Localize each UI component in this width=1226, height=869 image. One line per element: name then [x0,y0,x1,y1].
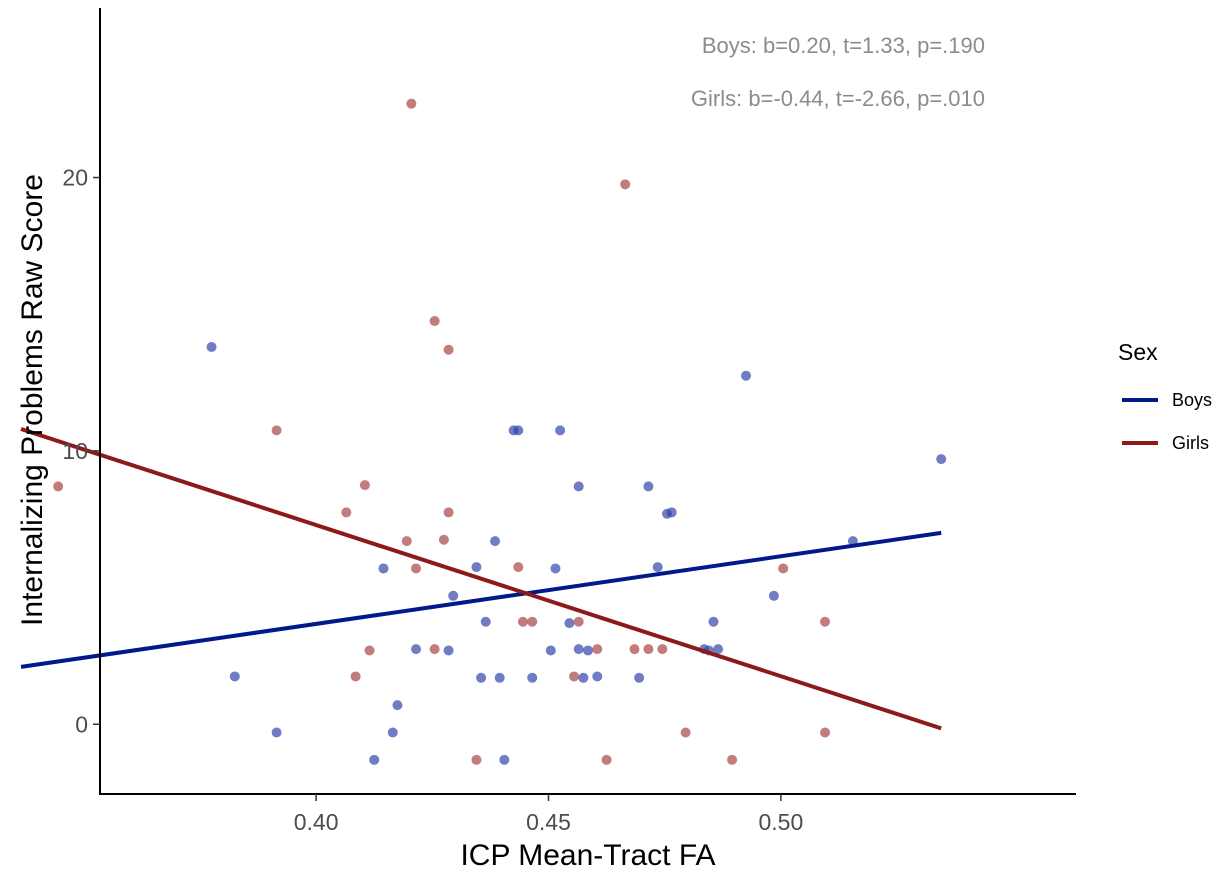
point-girls-29 [820,727,831,738]
point-boys-30 [652,562,663,573]
point-girls-24 [643,644,654,655]
point-girls-13 [443,507,454,518]
point-boys-37 [741,370,752,381]
annotation-girls: Girls: b=-0.44, t=-2.66, p=.010 [691,86,985,111]
point-boys-11 [476,672,487,683]
point-girls-28 [778,563,789,574]
point-girls-27 [727,754,738,765]
y-tick-label-0: 0 [75,711,88,737]
x-tick-label-2: 0.50 [758,809,803,835]
y-tick-label-1: 10 [62,438,88,464]
point-boys-21 [555,425,566,436]
point-boys-12 [480,616,491,627]
point-boys-29 [643,481,654,492]
point-boys-18 [527,672,538,683]
point-girls-14 [471,754,482,765]
point-boys-36 [713,644,724,655]
point-girls-30 [820,616,831,627]
point-boys-19 [545,645,556,656]
point-boys-32 [666,507,677,518]
point-boys-8 [443,645,454,656]
point-girls-12 [443,344,454,355]
point-girls-23 [629,644,640,655]
point-boys-26 [583,645,593,656]
fit-line-boys [20,530,942,669]
x-axis-ticks: 0.40 0.45 0.50 [294,794,803,835]
point-girls-0 [53,481,64,492]
data-points [53,98,947,765]
point-girls-19 [573,616,584,627]
point-girls-22 [620,179,631,190]
point-girls-1 [271,425,282,436]
point-boys-2 [271,727,282,738]
point-boys-22 [564,618,575,629]
fit-lines [20,427,942,731]
point-boys-9 [448,590,459,601]
point-boys-4 [378,563,389,574]
legend-title: Sex [1118,339,1158,365]
point-boys-7 [411,644,422,655]
point-girls-26 [680,727,691,738]
point-girls-7 [406,98,417,109]
point-girls-18 [569,671,580,682]
annotation-boys: Boys: b=0.20, t=1.33, p=.190 [702,33,985,58]
point-boys-6 [392,700,403,711]
legend-label-girls: Girls [1172,433,1209,453]
x-tick-label-0: 0.40 [294,809,339,835]
point-boys-15 [499,754,510,765]
point-boys-27 [592,671,603,682]
point-girls-10 [429,644,440,655]
point-boys-40 [936,454,947,465]
point-girls-11 [438,534,449,545]
point-boys-38 [768,590,779,601]
point-girls-15 [513,562,524,573]
point-boys-10 [471,562,482,573]
point-boys-24 [573,644,584,655]
point-boys-35 [708,616,719,627]
point-girls-4 [359,480,370,491]
point-boys-25 [578,672,589,683]
point-girls-6 [401,536,412,547]
legend: Sex Boys Girls [1118,339,1212,453]
point-boys-5 [387,727,398,738]
y-tick-label-2: 20 [62,165,88,191]
point-girls-17 [527,616,538,627]
legend-label-boys: Boys [1172,390,1212,410]
x-tick-label-1: 0.45 [526,809,571,835]
point-girls-2 [341,507,352,518]
point-girls-21 [601,754,612,765]
point-girls-8 [411,563,422,574]
point-boys-3 [369,754,380,765]
point-girls-20 [592,644,603,655]
point-boys-17 [513,425,524,436]
point-girls-9 [429,316,440,327]
point-boys-23 [573,481,584,492]
point-girls-3 [350,671,361,682]
point-girls-25 [657,644,668,655]
fit-line-girls [20,427,942,731]
point-girls-16 [517,616,528,627]
point-boys-28 [634,672,645,683]
point-girls-5 [364,645,375,656]
y-axis-title: Internalizing Problems Raw Score [16,174,49,626]
x-axis-title: ICP Mean-Tract FA [460,839,715,869]
point-boys-13 [490,536,501,547]
point-boys-0 [206,342,217,353]
point-boys-14 [494,672,505,683]
point-boys-1 [229,671,240,682]
point-boys-20 [550,563,561,574]
y-axis-ticks: 0 10 20 [62,165,100,737]
